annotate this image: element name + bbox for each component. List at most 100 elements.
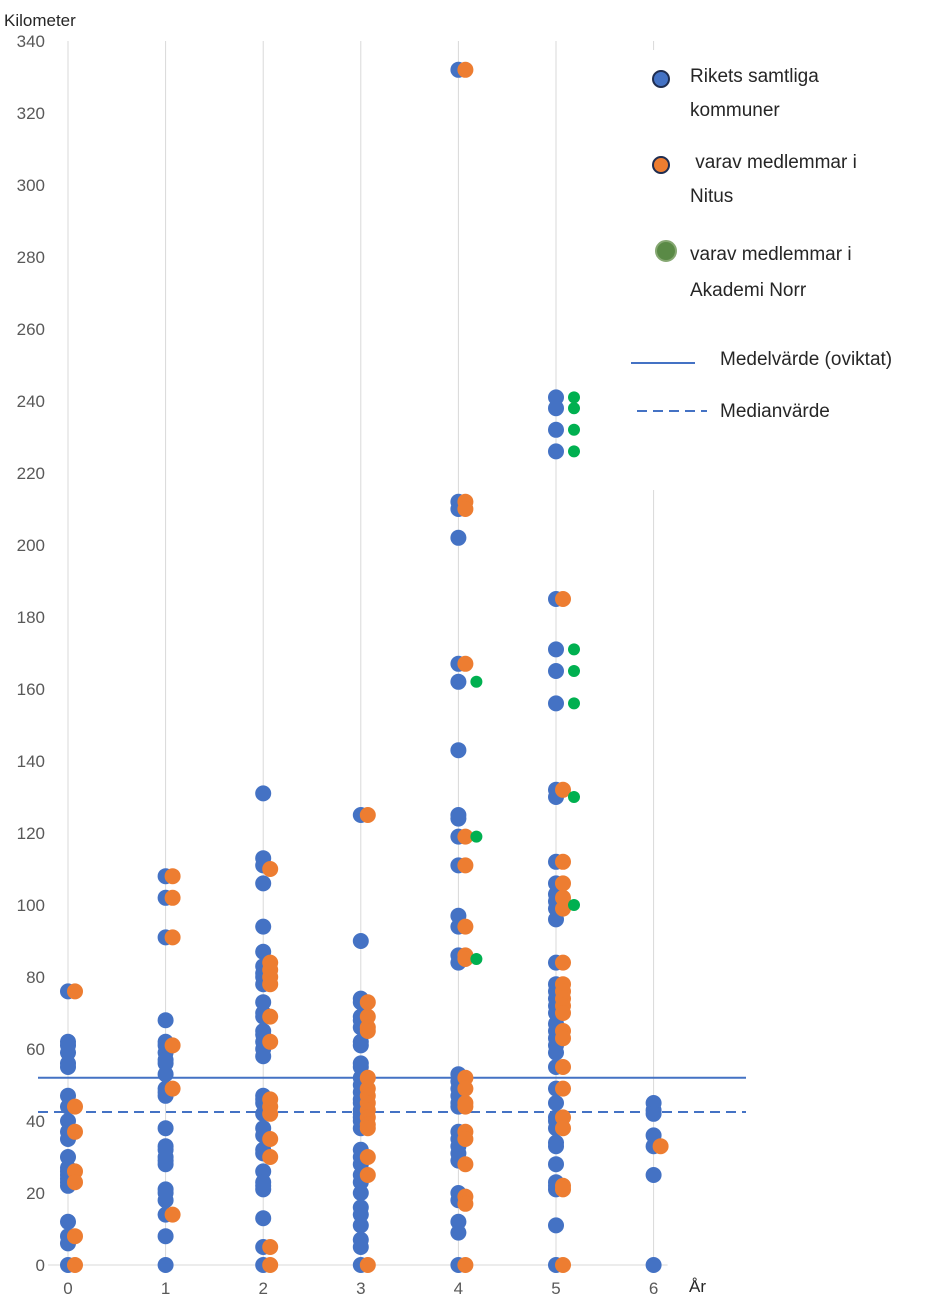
point-all [450, 1224, 467, 1241]
point-nitus [262, 1105, 279, 1122]
legend-label-median: Medianvärde [720, 401, 830, 422]
point-nitus [164, 1206, 181, 1223]
y-axis-title: Kilometer [4, 11, 76, 30]
point-nitus [359, 1149, 376, 1165]
point-all [548, 1044, 564, 1061]
point-akademi [568, 423, 580, 436]
point-nitus [262, 1239, 279, 1255]
point-nitus [457, 501, 474, 517]
point-all [60, 1059, 76, 1075]
y-tick-label: 0 [36, 1256, 45, 1275]
y-tick-label: 160 [17, 680, 45, 699]
legend-label-akademi-line2: Akademi Norr [690, 280, 807, 301]
point-nitus [457, 1195, 474, 1212]
point-akademi [568, 665, 580, 677]
point-all [450, 529, 467, 546]
point-all [645, 1167, 662, 1183]
point-all [548, 1138, 564, 1155]
point-all [645, 1257, 662, 1273]
point-all [157, 1156, 174, 1173]
point-all [450, 673, 467, 690]
point-nitus [359, 807, 376, 823]
point-all [60, 1213, 76, 1230]
point-nitus [457, 61, 474, 78]
legend-label-nitus-line2: Nitus [690, 186, 733, 207]
point-all [548, 641, 564, 658]
point-all [157, 1192, 174, 1209]
point-nitus [359, 1167, 376, 1183]
point-nitus [262, 861, 279, 877]
point-nitus [457, 1080, 474, 1097]
y-tick-label: 220 [17, 464, 45, 483]
legend-label-mean: Medelvärde (oviktat) [720, 349, 892, 370]
point-nitus [67, 1257, 83, 1273]
point-nitus [555, 1080, 571, 1097]
point-nitus [67, 1123, 83, 1140]
point-nitus [67, 983, 83, 1000]
point-all [548, 443, 564, 460]
point-nitus [262, 1033, 279, 1050]
y-tick-label: 120 [17, 824, 45, 843]
point-akademi [470, 830, 483, 843]
data-points [60, 61, 669, 1273]
legend-label-all-line2: kommuner [690, 100, 780, 121]
y-tick-label: 200 [17, 536, 45, 555]
x-tick-label: 4 [454, 1279, 463, 1298]
point-nitus [457, 1257, 474, 1273]
point-nitus [555, 853, 571, 870]
x-axis-ticks: 0 1 2 3 4 5 6 [63, 1279, 658, 1298]
point-nitus [555, 1005, 571, 1021]
y-tick-label: 140 [17, 752, 45, 771]
point-nitus [164, 1080, 181, 1097]
point-nitus [457, 1098, 474, 1115]
point-akademi [568, 791, 580, 803]
point-nitus [164, 929, 181, 946]
point-akademi [568, 391, 580, 404]
point-nitus [555, 900, 571, 917]
point-all [157, 1066, 174, 1083]
point-nitus [555, 591, 571, 607]
point-all [548, 400, 564, 417]
x-axis-title: År [689, 1277, 706, 1296]
point-all [157, 1012, 174, 1029]
point-nitus [555, 781, 571, 798]
legend-marker-all [652, 70, 670, 88]
point-all [157, 1228, 174, 1245]
point-all [352, 933, 369, 949]
point-all [352, 1239, 369, 1255]
point-all [645, 1105, 662, 1122]
point-all [255, 875, 272, 892]
y-tick-label: 340 [17, 32, 45, 51]
point-nitus [67, 1174, 83, 1191]
legend-marker-nitus [652, 156, 670, 174]
point-nitus [164, 868, 181, 885]
point-nitus [359, 1023, 376, 1039]
point-all [157, 1257, 174, 1273]
point-akademi [568, 697, 580, 710]
point-all [450, 810, 467, 827]
point-all [548, 1095, 564, 1111]
point-akademi [470, 953, 483, 965]
point-akademi [470, 675, 483, 688]
point-all [548, 695, 564, 712]
y-tick-label: 240 [17, 392, 45, 411]
point-all [352, 1185, 369, 1201]
point-nitus [262, 1257, 279, 1273]
point-nitus [359, 994, 376, 1011]
point-nitus [359, 1120, 376, 1137]
legend-marker-akademi [655, 240, 677, 262]
y-tick-label: 80 [26, 968, 45, 987]
y-tick-label: 60 [26, 1040, 45, 1059]
point-all [548, 663, 564, 679]
y-tick-label: 320 [17, 104, 45, 123]
point-akademi [568, 643, 580, 656]
legend: Rikets samtliga kommuner varav medlemmar… [588, 50, 948, 490]
y-tick-label: 300 [17, 176, 45, 195]
point-nitus [164, 1037, 181, 1054]
point-nitus [262, 1149, 279, 1165]
point-nitus [262, 1008, 279, 1025]
y-tick-label: 180 [17, 608, 45, 627]
point-all [548, 421, 564, 438]
y-axis-ticks: 0 20 40 60 80 100 120 140 160 180 200 220 240 260 280 3… [17, 32, 45, 1275]
